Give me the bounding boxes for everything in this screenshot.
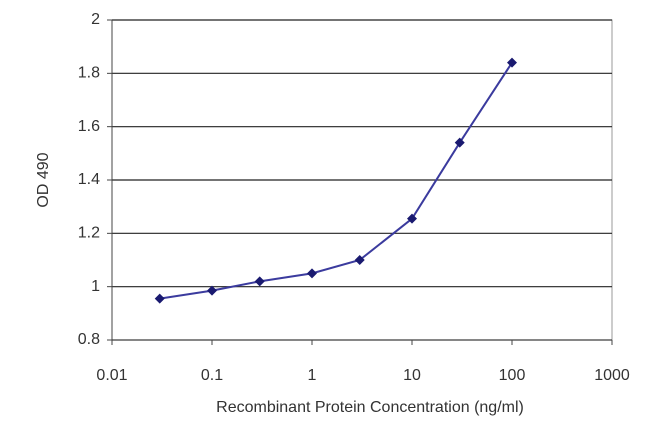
data-point bbox=[507, 57, 517, 68]
x-tick-label: 1 bbox=[308, 367, 317, 384]
y-axis-label: OD 490 bbox=[35, 152, 52, 207]
y-tick-label: 1.8 bbox=[78, 65, 100, 82]
data-point bbox=[307, 268, 317, 279]
data-point bbox=[207, 285, 217, 296]
data-point bbox=[407, 213, 417, 224]
y-tick-label: 1.4 bbox=[78, 171, 100, 188]
data-line bbox=[159, 62, 513, 300]
data-point bbox=[254, 276, 265, 287]
x-tick-label: 0.01 bbox=[96, 367, 127, 384]
y-tick-label: 2 bbox=[91, 11, 100, 28]
y-tick-label: 1.6 bbox=[78, 118, 100, 135]
x-tick-label: 0.1 bbox=[201, 367, 223, 384]
x-tick-label: 10 bbox=[403, 367, 421, 384]
x-tick-label: 1000 bbox=[594, 367, 630, 384]
y-tick-label: 1 bbox=[91, 278, 100, 295]
data-point bbox=[154, 293, 165, 304]
y-tick-label: 1.2 bbox=[78, 225, 100, 242]
data-point bbox=[454, 137, 465, 148]
y-tick-label: 0.8 bbox=[78, 331, 100, 348]
x-axis-label: Recombinant Protein Concentration (ng/ml… bbox=[216, 399, 524, 416]
data-point bbox=[354, 255, 365, 265]
x-tick-label: 100 bbox=[499, 367, 526, 384]
